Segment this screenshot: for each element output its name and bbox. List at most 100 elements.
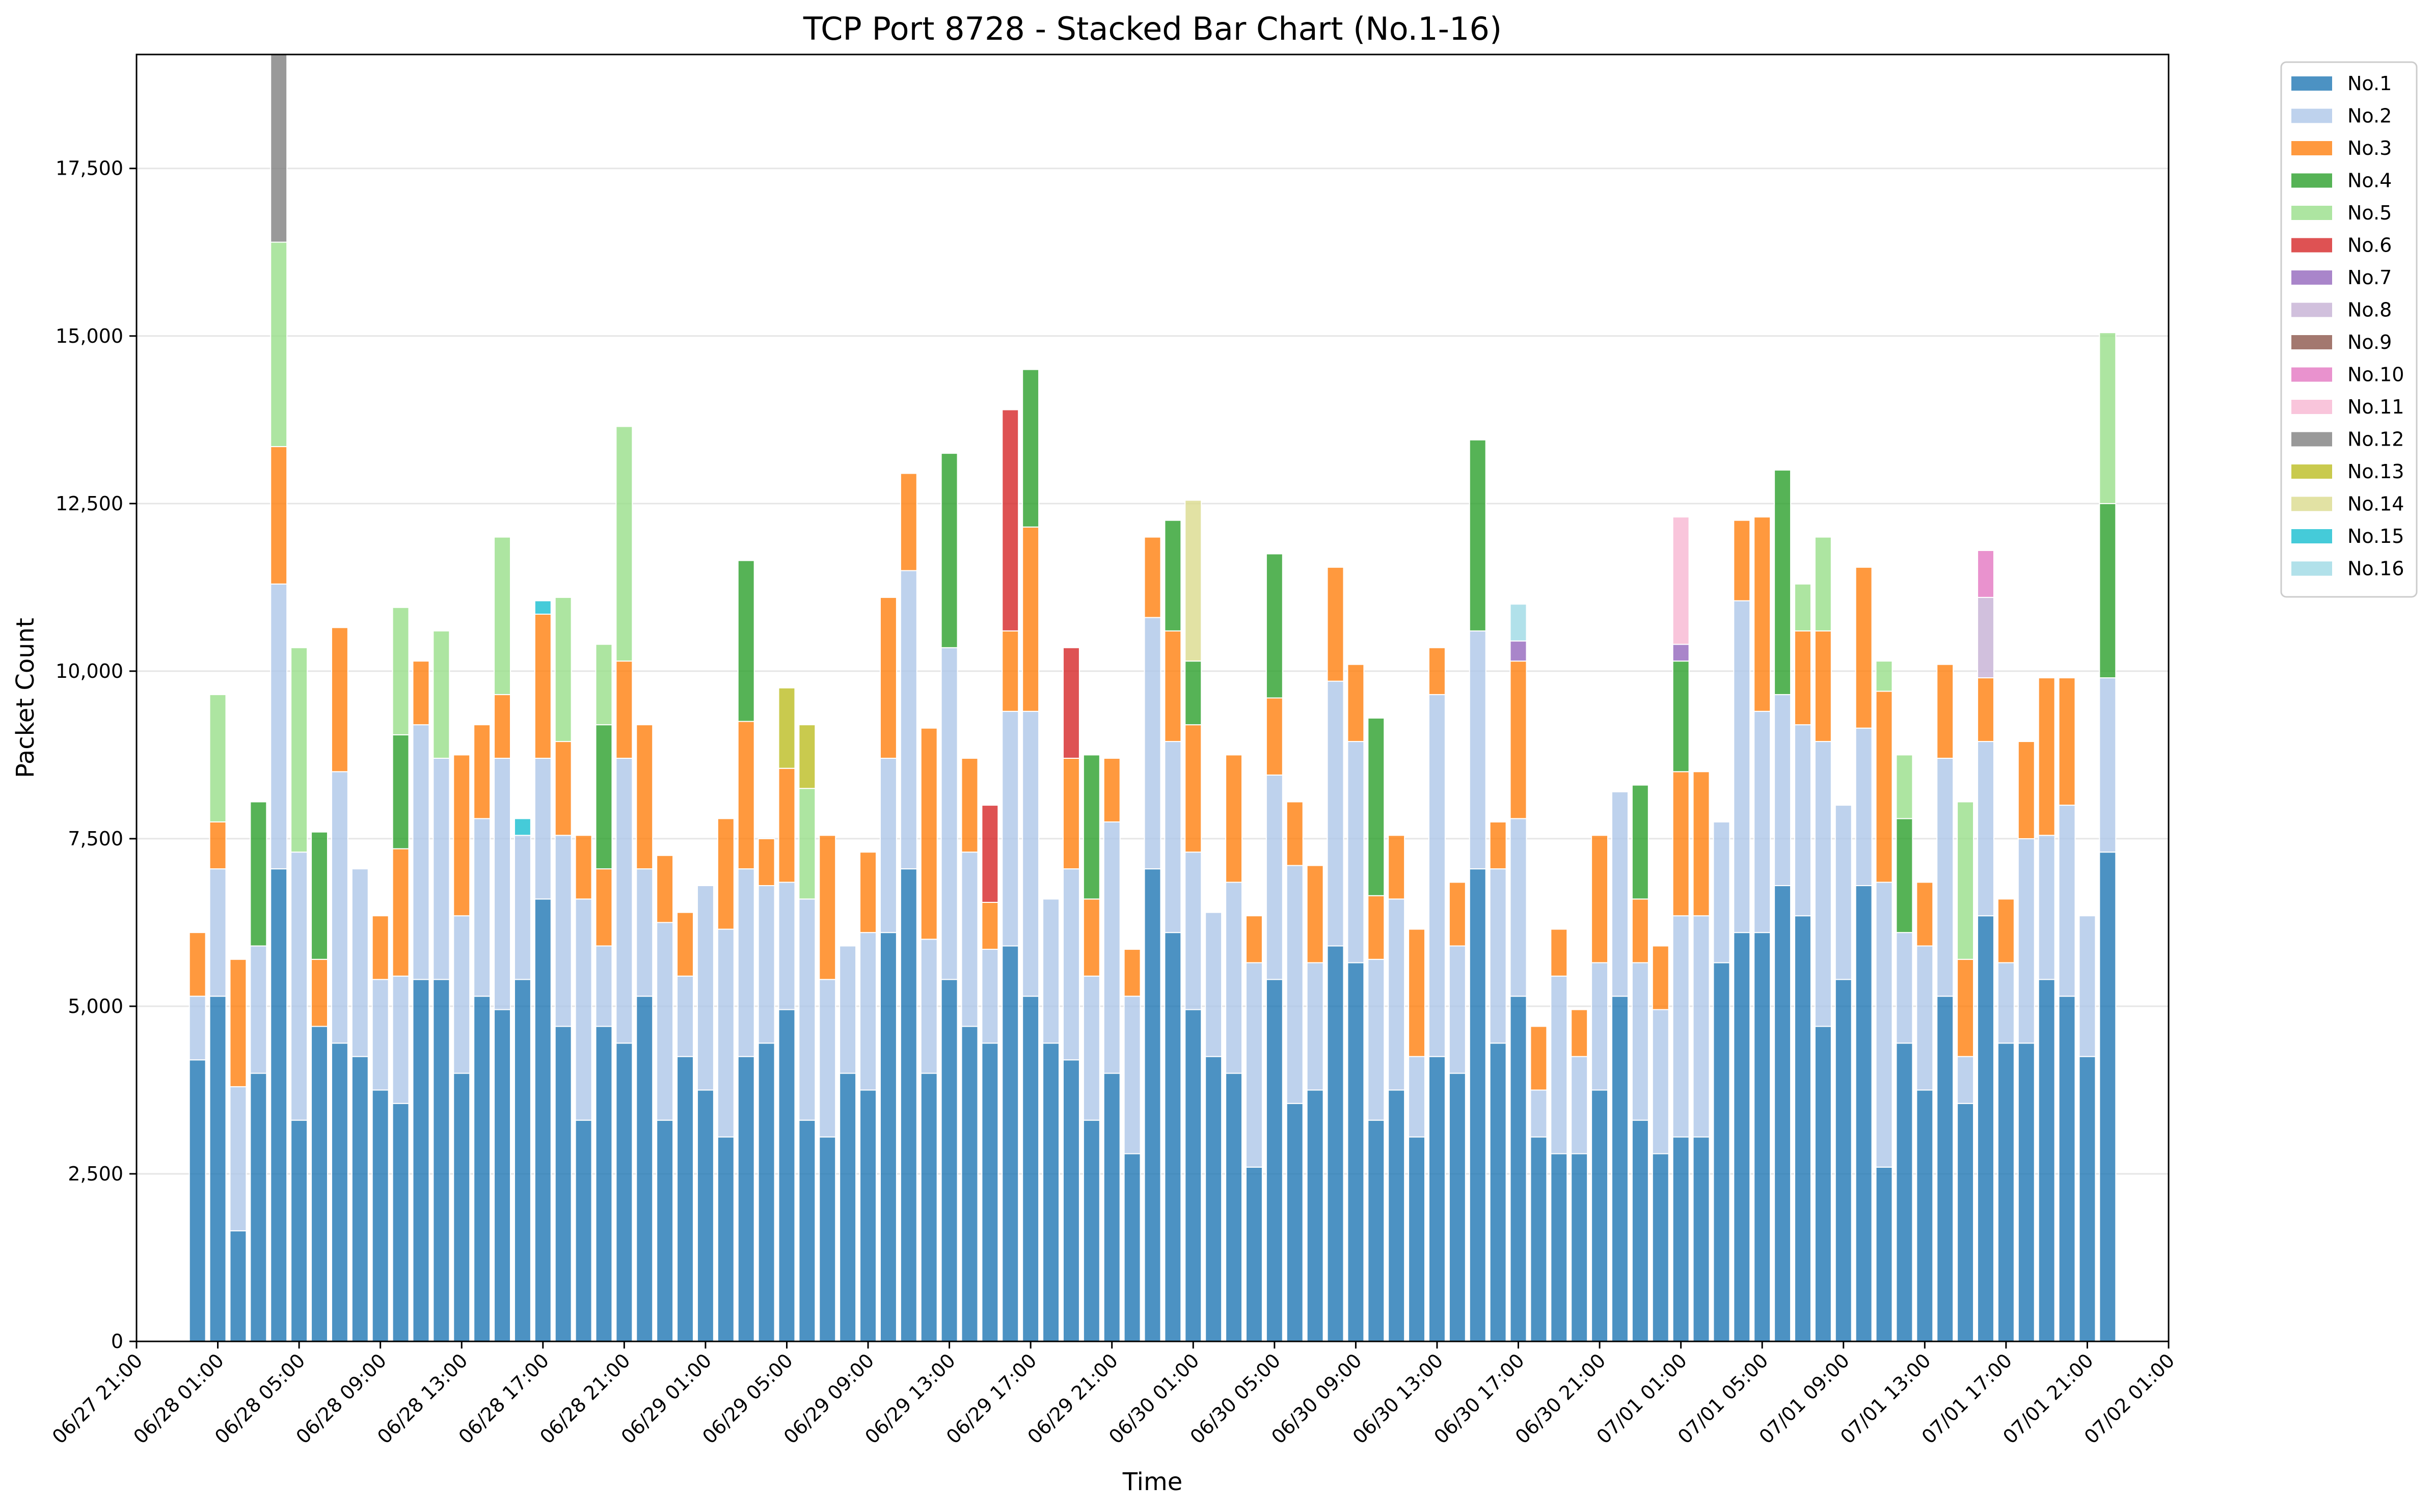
bar-segment-no2 (1834, 805, 1852, 980)
bar-segment-no2 (1652, 1009, 1669, 1154)
legend-swatch (2291, 206, 2332, 220)
bar-segment-no1 (1042, 1042, 1060, 1342)
bar-segment-no16 (1509, 603, 1527, 642)
bar-segment-no2 (188, 996, 206, 1061)
bar-segment-no1 (432, 979, 450, 1342)
bar-segment-no1 (453, 1073, 471, 1342)
bar-segment-no2 (2058, 805, 2076, 997)
bar-segment-no2 (1265, 774, 1283, 980)
bar-segment-no6 (1062, 647, 1080, 759)
bar-segment-no4 (1022, 369, 1040, 528)
bar-segment-no3 (554, 741, 572, 836)
bar-segment-no5 (494, 536, 511, 695)
bar-segment-no2 (900, 570, 917, 870)
bar-segment-no2 (1957, 1056, 1975, 1104)
bar-segment-no1 (1184, 1009, 1202, 1342)
bar-segment-no3 (1123, 949, 1141, 997)
bar-segment-no3 (1794, 630, 1811, 726)
bar-segment-no2 (270, 583, 288, 870)
bar-segment-no2 (1855, 727, 1873, 887)
bar-segment-no2 (1225, 882, 1243, 1074)
bar-segment-no4 (392, 734, 410, 849)
legend-label: No.6 (2347, 234, 2392, 257)
bar-segment-no5 (270, 241, 288, 447)
bar-segment-no3 (595, 868, 613, 947)
bar-segment-no3 (1814, 630, 1832, 743)
bar-segment-no2 (290, 851, 308, 1121)
bar-segment-no3 (1550, 928, 1568, 977)
bar-segment-no1 (1245, 1166, 1263, 1342)
bar-segment-no1 (1855, 885, 1873, 1342)
bar-segment-no1 (940, 979, 958, 1342)
bar-segment-no2 (1083, 975, 1100, 1121)
bar-segment-no1 (188, 1059, 206, 1342)
bar-segment-no3 (1144, 536, 1161, 618)
bar-segment-no3 (961, 757, 979, 853)
bar-segment-no2 (432, 757, 450, 980)
bar-segment-no3 (677, 912, 694, 977)
bar-segment-no14 (1184, 500, 1202, 662)
bar-segment-no2 (940, 647, 958, 980)
y-tick-label: 12,500 (56, 492, 123, 515)
bar-segment-no1 (636, 996, 654, 1342)
bar-segment-no2 (1123, 996, 1141, 1154)
legend-swatch (2291, 561, 2332, 576)
bar-segment-no3 (1083, 898, 1100, 977)
bar-segment-no6 (981, 805, 999, 903)
legend-label: No.7 (2347, 266, 2392, 289)
bar-segment-no3 (229, 958, 247, 1087)
bar-segment-no1 (2038, 979, 2056, 1342)
bar-segment-no3 (453, 754, 471, 917)
bar-segment-no2 (1205, 912, 1223, 1057)
bar-segment-no3 (1164, 630, 1182, 743)
bar-segment-no2 (798, 898, 816, 1121)
bar-segment-no2 (636, 868, 654, 997)
bar-segment-no2 (1408, 1056, 1426, 1138)
bar-segment-no1 (1022, 996, 1040, 1342)
bar-segment-no3 (1855, 566, 1873, 729)
bar-segment-no2 (920, 939, 938, 1074)
bar-segment-no1 (1936, 996, 1954, 1342)
bar-segment-no3 (1103, 757, 1121, 822)
bar-segment-no7 (1672, 644, 1690, 662)
bar-segment-no1 (1327, 945, 1344, 1342)
bar-segment-no2 (351, 868, 369, 1057)
bar-segment-no1 (879, 932, 897, 1342)
bar-segment-no4 (1672, 661, 1690, 773)
bar-segment-no1 (1489, 1042, 1507, 1342)
bar-segment-no2 (961, 851, 979, 1027)
bar-segment-no3 (717, 818, 735, 930)
bar-segment-no1 (1509, 996, 1527, 1342)
bar-segment-no1 (920, 1073, 938, 1342)
bar-segment-no3 (1428, 647, 1446, 695)
bar-segment-no3 (1408, 928, 1426, 1057)
bar-segment-no15 (534, 600, 552, 615)
bar-segment-no3 (473, 724, 491, 819)
legend-label: No.5 (2347, 202, 2392, 224)
bar-segment-no4 (1367, 717, 1385, 896)
bar-segment-no2 (1509, 818, 1527, 997)
bar-segment-no4 (1631, 784, 1649, 900)
bar-segment-no1 (1997, 1042, 2015, 1342)
bar-segment-no1 (311, 1026, 328, 1342)
plot-frame (136, 53, 2170, 1342)
bar-segment-no2 (1184, 851, 1202, 1010)
bar-segment-no3 (494, 694, 511, 759)
bar-segment-no1 (798, 1119, 816, 1342)
bar-segment-no1 (1977, 915, 1994, 1342)
bar-segment-no1 (1753, 932, 1771, 1342)
bar-segment-no1 (351, 1056, 369, 1342)
legend-swatch (2291, 335, 2332, 349)
legend-swatch (2291, 76, 2332, 91)
bar-segment-no2 (1713, 821, 1730, 964)
bar-segment-no1 (1571, 1153, 1588, 1342)
bar-segment-no4 (1774, 470, 1792, 695)
bar-segment-no5 (1814, 536, 1832, 631)
bar-segment-no2 (1245, 962, 1263, 1168)
bar-segment-no2 (1388, 898, 1405, 1091)
y-tick-label: 5,000 (68, 995, 123, 1018)
bar-segment-no3 (1022, 526, 1040, 712)
bar-segment-no4 (1896, 818, 1913, 933)
bar-segment-no1 (1469, 868, 1486, 1342)
